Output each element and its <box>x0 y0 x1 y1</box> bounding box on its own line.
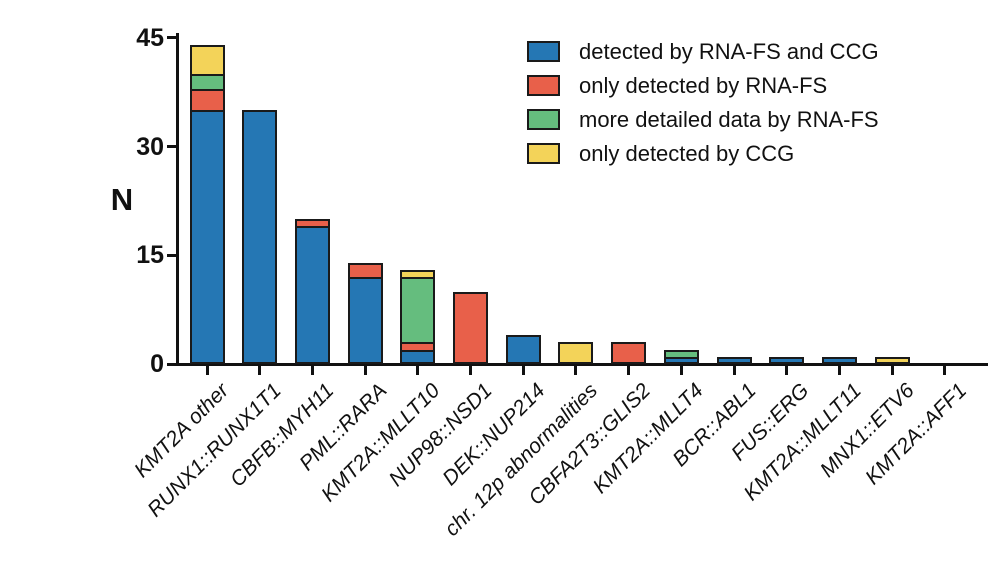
bar-segment-detail <box>400 277 436 345</box>
x-tick <box>627 366 631 375</box>
legend-item: only detected by RNA-FS <box>527 73 879 98</box>
bar-segment-detail <box>663 349 699 359</box>
bar-segment-rnafs <box>189 88 225 113</box>
legend-item: more detailed data by RNA-FS <box>527 107 879 132</box>
x-tick <box>416 366 420 375</box>
bar-segment-both <box>400 349 436 364</box>
legend-item: only detected by CCG <box>527 141 879 166</box>
legend-item-label: only detected by RNA-FS <box>579 73 828 98</box>
legend-item-label: more detailed data by RNA-FS <box>579 107 879 132</box>
legend-item: detected by RNA-FS and CCG <box>527 39 879 64</box>
x-tick <box>574 366 578 375</box>
x-tick <box>785 366 789 375</box>
bar-segment-both <box>294 226 330 364</box>
legend-item-label: detected by RNA-FS and CCG <box>579 39 879 64</box>
x-tick <box>890 366 894 375</box>
bar-segment-both <box>242 110 278 364</box>
x-tick <box>837 366 841 375</box>
legend-swatch <box>527 75 560 96</box>
bar-segment-both <box>505 335 541 364</box>
x-tick <box>469 366 472 375</box>
y-tick-label: 0 <box>150 350 164 378</box>
legend: detected by RNA-FS and CCG only detected … <box>527 39 879 166</box>
y-tick-label: 45 <box>136 23 164 52</box>
bar-segment-ccg <box>558 342 594 364</box>
bar-segment-ccg <box>874 356 910 364</box>
bar-segment-both <box>716 356 752 364</box>
x-tick <box>363 366 367 375</box>
legend-swatch <box>527 109 560 130</box>
y-tick <box>167 145 176 148</box>
bar-segment-both <box>189 110 225 364</box>
legend-swatch <box>527 143 560 164</box>
bar-segment-rnafs <box>611 342 647 364</box>
y-axis-title: N <box>110 182 134 217</box>
x-tick <box>258 366 262 375</box>
legend-swatch <box>527 41 560 62</box>
legend-item-label: only detected by CCG <box>579 141 795 166</box>
x-axis-line <box>176 363 988 366</box>
x-tick <box>205 366 209 375</box>
bar-segment-rnafs <box>347 262 383 279</box>
x-tick <box>732 366 736 375</box>
x-tick <box>310 366 314 375</box>
bar-segment-ccg <box>400 269 436 279</box>
bar-segment-detail <box>189 74 225 91</box>
bar-segment-rnafs <box>294 219 330 229</box>
y-tick <box>167 36 176 40</box>
bar-segment-ccg <box>189 45 225 76</box>
bar-segment-rnafs <box>453 291 488 364</box>
y-axis-line <box>176 33 179 366</box>
y-tick-label: 30 <box>136 132 164 161</box>
x-tick <box>679 366 683 375</box>
bar-segment-both <box>821 356 857 364</box>
x-tick <box>943 366 947 375</box>
y-tick-label: 15 <box>136 241 164 270</box>
y-tick <box>167 253 176 257</box>
bar-segment-both <box>347 277 383 364</box>
x-tick <box>521 366 525 375</box>
bar-segment-both <box>769 356 805 364</box>
y-tick <box>167 362 176 366</box>
